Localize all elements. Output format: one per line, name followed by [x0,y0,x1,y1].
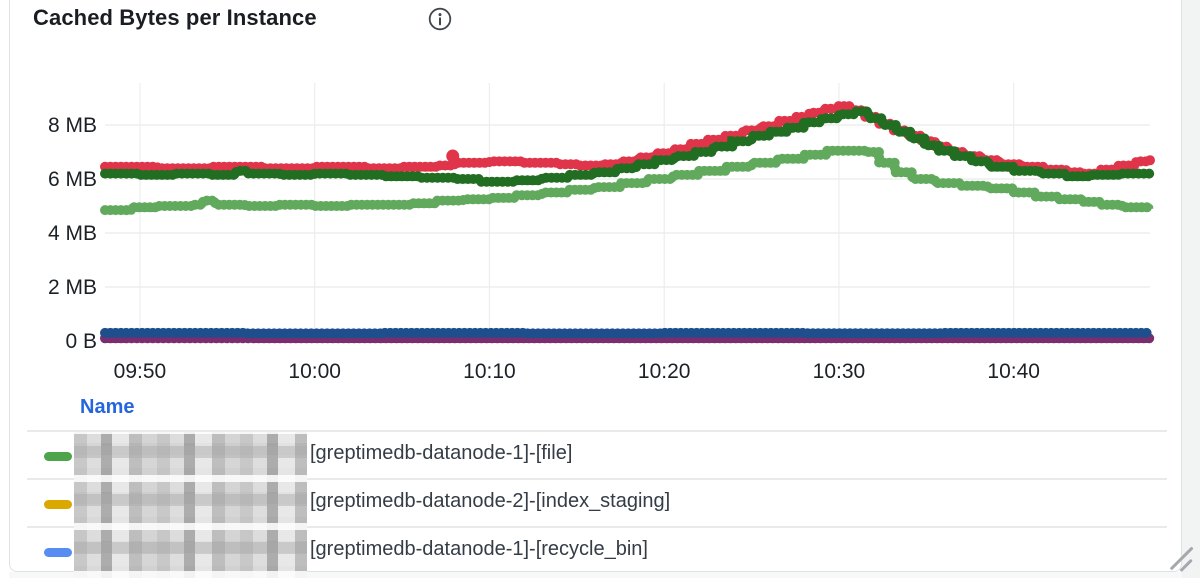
legend-separator [27,526,1167,528]
series-label[interactable]: [greptimedb-datanode-2]-[index_staging] [310,490,671,512]
page-background-bottom [9,572,1182,578]
series-color-swatch[interactable] [44,452,72,461]
series-color-swatch[interactable] [44,500,72,509]
svg-text:4 MB: 4 MB [48,222,97,245]
series-label[interactable]: [greptimedb-datanode-1]-[file] [310,442,573,464]
resize-handle[interactable] [1168,546,1194,572]
legend-separator [27,430,1167,432]
svg-text:2 MB: 2 MB [48,276,97,299]
panel-title: Cached Bytes per Instance [33,5,317,30]
legend-row-recycle-bin[interactable]: [greptimedb-datanode-1]-[recycle_bin] [27,527,1167,575]
svg-text:10:40: 10:40 [987,360,1040,383]
legend-column-header-name[interactable]: Name [80,396,135,418]
svg-text:10:20: 10:20 [638,360,691,383]
page-background-right [1182,0,1200,578]
svg-text:8 MB: 8 MB [48,114,97,137]
svg-text:6 MB: 6 MB [48,168,97,191]
redacted-region [74,432,307,578]
series-label[interactable]: [greptimedb-datanode-1]-[recycle_bin] [310,538,648,560]
resize-handle-line [1179,558,1193,572]
legend-separator [27,478,1167,480]
svg-text:10:30: 10:30 [813,360,866,383]
legend-row-file[interactable]: [greptimedb-datanode-1]-[file] [27,431,1167,479]
svg-text:09:50: 09:50 [114,360,167,383]
svg-text:10:10: 10:10 [463,360,516,383]
svg-text:0 B: 0 B [65,330,97,353]
series-color-swatch[interactable] [44,548,72,557]
svg-text:10:00: 10:00 [288,360,341,383]
info-icon[interactable] [427,6,453,32]
legend-row-index-staging[interactable]: [greptimedb-datanode-2]-[index_staging] [27,479,1167,527]
chart-plot[interactable]: 0 B 2 MB 4 MB 6 MB 8 MB 09:50 10:00 10:10 10:20 1… [0,0,1200,400]
